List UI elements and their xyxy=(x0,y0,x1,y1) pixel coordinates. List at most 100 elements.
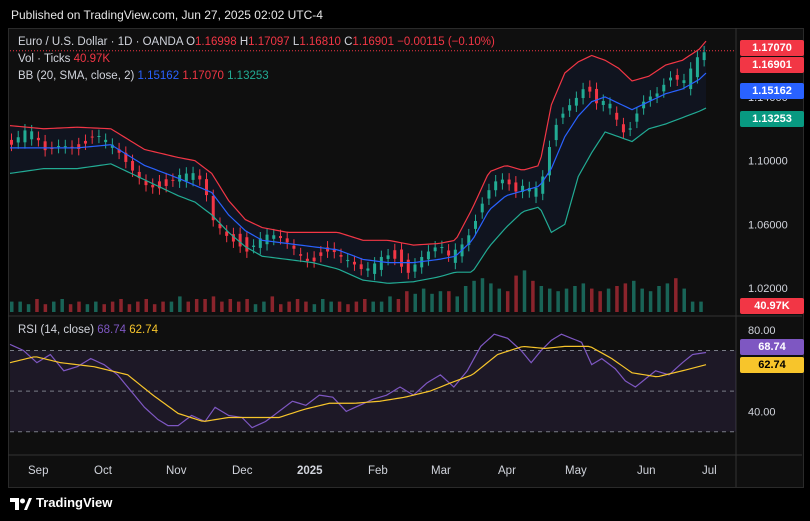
volume-bar xyxy=(211,296,216,312)
price-tick-label: 1.10000 xyxy=(748,156,788,168)
volume-label[interactable]: Vol · Ticks xyxy=(18,53,71,65)
rsi-label[interactable]: RSI (14, close) xyxy=(18,324,95,336)
candle-body xyxy=(662,84,666,92)
bollinger-fill xyxy=(10,41,706,284)
volume-value: 40.97K xyxy=(73,53,111,65)
volume-bar xyxy=(186,301,191,312)
volume-legend[interactable]: Vol · Ticks 40.97K xyxy=(18,53,110,65)
candle-body xyxy=(413,264,417,272)
volume-bar xyxy=(480,278,485,312)
price-tick-label: 1.02000 xyxy=(748,283,788,295)
candle-body xyxy=(494,181,498,191)
candle-body xyxy=(83,140,87,144)
volume-bar xyxy=(632,280,636,312)
volume-bar xyxy=(665,283,670,312)
candle-body xyxy=(231,234,235,242)
volume-bar xyxy=(690,301,695,312)
volume-bar xyxy=(119,299,123,312)
volume-bar xyxy=(43,304,48,312)
rsi-tick-label: 40.00 xyxy=(748,406,776,418)
candle-body xyxy=(480,203,484,213)
candle-body xyxy=(648,96,652,101)
candle-body xyxy=(104,139,108,143)
candle-body xyxy=(547,147,551,176)
candle-body xyxy=(30,131,34,140)
volume-bar xyxy=(220,301,224,312)
volume-bar xyxy=(35,299,39,312)
candle-body xyxy=(689,68,693,90)
candle-body xyxy=(43,141,47,151)
volume-bar xyxy=(581,283,586,312)
candle-body xyxy=(292,245,296,249)
volume-bar xyxy=(623,283,628,312)
candle-body xyxy=(608,103,612,109)
volume-bar xyxy=(606,288,611,312)
symbol-name[interactable]: Euro / U.S. Dollar · 1D · OANDA xyxy=(18,36,183,48)
volume-bar xyxy=(287,301,291,312)
candle-body xyxy=(10,139,13,145)
rsi-legend[interactable]: RSI (14, close) 68.74 62.74 xyxy=(18,324,158,336)
bollinger-legend[interactable]: BB (20, SMA, close, 2) 1.15162 1.17070 1… xyxy=(18,70,269,82)
time-tick-label: Dec xyxy=(232,465,253,477)
tradingview-footer[interactable]: TradingView xyxy=(10,495,112,510)
volume-bar xyxy=(539,286,544,312)
time-tick-label: 2025 xyxy=(297,465,323,477)
volume-bar xyxy=(110,301,115,312)
candle-body xyxy=(595,88,599,104)
open-value: 1.16998 xyxy=(195,36,237,48)
volume-bar xyxy=(304,301,308,312)
bb-mid-value: 1.15162 xyxy=(137,70,180,82)
bollinger-label[interactable]: BB (20, SMA, close, 2) xyxy=(18,70,135,82)
candle-body xyxy=(252,245,256,247)
candle-body xyxy=(285,238,289,243)
candle-body xyxy=(218,223,222,229)
candle-body xyxy=(137,171,141,179)
candle-body xyxy=(265,234,269,245)
volume-bar xyxy=(430,293,434,312)
candle-body xyxy=(366,268,370,271)
change-value: −0.00115 (−0.10%) xyxy=(397,36,495,48)
volume-bar xyxy=(94,301,98,312)
volume-bar xyxy=(413,293,417,312)
candle-body xyxy=(635,113,639,122)
candle-body xyxy=(117,149,121,153)
candle-body xyxy=(77,144,81,150)
volume-bar xyxy=(295,299,300,312)
rsi-value: 68.74 xyxy=(97,324,127,336)
volume-bar xyxy=(203,299,207,312)
close-value: 1.16901 xyxy=(352,36,394,48)
time-tick-label: Jul xyxy=(702,465,717,477)
bb-upper-value: 1.17070 xyxy=(182,70,224,82)
symbol-legend[interactable]: Euro / U.S. Dollar · 1D · OANDA O1.16998… xyxy=(18,36,495,48)
candle-body xyxy=(312,257,316,262)
volume-bar xyxy=(564,288,569,312)
candle-body xyxy=(588,86,592,92)
candle-body xyxy=(568,105,572,111)
candle-body xyxy=(433,247,437,252)
volume-bar xyxy=(573,286,577,312)
candle-body xyxy=(225,231,229,236)
high-label: H xyxy=(239,36,249,48)
volume-bar xyxy=(497,288,502,312)
volume-bar xyxy=(236,301,241,312)
candle-body xyxy=(191,173,195,180)
volume-bar xyxy=(178,296,182,312)
candle-body xyxy=(272,235,276,239)
rsi-tick-label: 80.00 xyxy=(748,325,776,337)
candle-body xyxy=(151,184,155,188)
volume-bar xyxy=(85,304,90,312)
candle-body xyxy=(601,100,605,105)
candle-body xyxy=(554,124,558,141)
volume-bar xyxy=(421,288,426,312)
candle-body xyxy=(487,190,491,199)
volume-bar xyxy=(312,304,317,312)
candle-body xyxy=(628,128,632,130)
time-tick-label: Jun xyxy=(637,465,656,477)
close-label: C xyxy=(344,36,353,48)
volume-bar xyxy=(127,304,132,312)
chart-frame[interactable] xyxy=(8,28,804,488)
candle-body xyxy=(527,188,531,192)
candle-body xyxy=(164,179,168,186)
candle-body xyxy=(642,101,646,109)
